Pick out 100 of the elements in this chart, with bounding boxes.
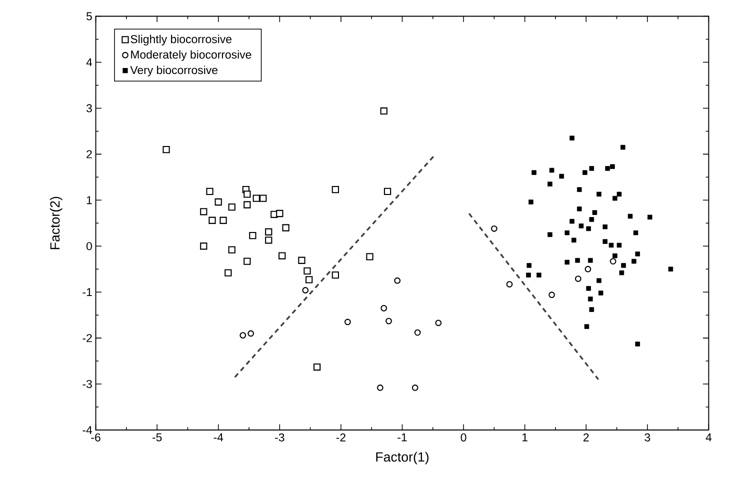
point — [635, 342, 640, 346]
y-tick-label: 3 — [86, 104, 92, 112]
point — [598, 290, 604, 296]
point — [208, 216, 216, 224]
point — [536, 272, 542, 278]
point — [584, 324, 590, 329]
point — [380, 107, 388, 114]
point — [214, 198, 222, 206]
x-tick-label: -3 — [275, 433, 284, 442]
point — [635, 251, 640, 256]
y-tick-label: 2 — [86, 150, 92, 158]
point — [282, 224, 290, 232]
point — [244, 201, 251, 208]
point — [228, 203, 236, 211]
point — [575, 258, 580, 263]
point — [616, 192, 622, 196]
point — [596, 192, 602, 196]
point — [602, 239, 608, 244]
y-tick-label: -2 — [82, 334, 92, 342]
legend-label: Very biocorrosive — [130, 66, 218, 76]
point — [220, 216, 227, 224]
point — [278, 252, 286, 260]
point — [612, 253, 618, 258]
point — [605, 166, 610, 171]
point — [633, 230, 638, 236]
point — [549, 168, 554, 173]
point — [559, 174, 564, 179]
point — [366, 253, 374, 260]
point — [260, 194, 267, 202]
point — [628, 214, 633, 219]
point — [574, 276, 582, 282]
point — [332, 271, 339, 279]
point — [612, 196, 618, 201]
point — [376, 384, 384, 391]
point — [200, 242, 208, 250]
point — [586, 286, 591, 291]
x-tick-label: 2 — [583, 433, 589, 442]
point — [610, 164, 615, 169]
x-tick-label: -6 — [91, 433, 100, 442]
point — [244, 190, 251, 198]
point — [384, 188, 392, 195]
point — [490, 225, 498, 232]
x-tick-label: 4 — [706, 433, 712, 442]
x-tick-label: 1 — [522, 433, 528, 442]
point — [506, 281, 513, 288]
point — [386, 318, 392, 324]
point — [576, 206, 582, 212]
point — [564, 260, 570, 265]
point — [304, 267, 311, 274]
x-tick-label: 0 — [460, 433, 466, 442]
point — [532, 170, 536, 175]
point — [578, 223, 584, 228]
point — [620, 144, 626, 150]
point — [394, 277, 401, 284]
point — [302, 286, 309, 294]
point — [570, 218, 574, 224]
y-tick-label: -1 — [82, 288, 92, 296]
x-tick-label: -2 — [336, 433, 346, 442]
y-tick-label: 0 — [86, 242, 92, 250]
y-tick-label: 5 — [86, 12, 92, 20]
point — [265, 228, 272, 236]
point — [528, 200, 534, 204]
point — [298, 256, 306, 264]
point — [526, 262, 532, 268]
legend-label: Moderately biocorrosive — [131, 50, 252, 61]
point — [596, 278, 602, 283]
point — [571, 238, 576, 242]
point — [589, 307, 594, 312]
point — [248, 330, 254, 337]
point — [548, 232, 552, 237]
point — [602, 224, 608, 230]
point — [610, 258, 616, 264]
point — [244, 258, 251, 265]
point — [224, 269, 232, 276]
point — [589, 217, 594, 222]
point — [412, 384, 418, 391]
point — [344, 318, 351, 326]
point — [265, 236, 272, 244]
point — [647, 214, 652, 220]
point — [332, 186, 339, 194]
x-tick-label: -4 — [214, 433, 224, 442]
point — [252, 194, 260, 202]
point — [592, 210, 598, 215]
point — [526, 272, 531, 278]
legend-label: Slightly biocorrosive — [130, 34, 232, 46]
point — [414, 329, 421, 336]
point — [380, 304, 388, 312]
point — [632, 258, 636, 264]
point — [200, 208, 208, 216]
point — [586, 226, 591, 231]
point — [584, 266, 592, 272]
point — [570, 136, 574, 140]
point — [162, 146, 170, 154]
point — [621, 262, 626, 268]
point — [589, 166, 594, 171]
point — [305, 276, 313, 284]
x-axis-title: Factor(1) — [376, 452, 428, 464]
point — [206, 188, 214, 195]
point — [276, 210, 284, 217]
point — [564, 230, 570, 236]
